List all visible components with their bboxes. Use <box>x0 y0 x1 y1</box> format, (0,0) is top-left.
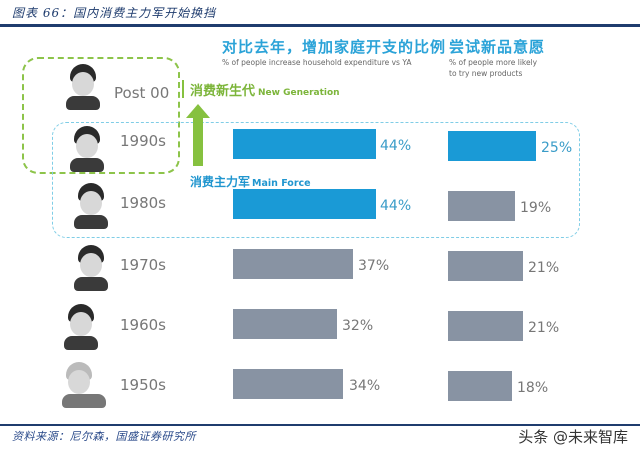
expenditure-value: 44% <box>380 138 412 154</box>
expenditure-bar-1980s <box>233 189 376 219</box>
arrow-up-icon <box>186 104 210 118</box>
avatar-1950s <box>62 362 106 408</box>
try-new-bar-1980s <box>448 191 515 221</box>
row-label: 1970s <box>120 256 166 274</box>
try-new-bar-1960s <box>448 311 523 341</box>
row-label: 1960s <box>120 316 166 334</box>
right-column-header: 尝试新品意愿 % of people more likely to try ne… <box>449 36 545 79</box>
source-note: 资料来源：尼尔森，国盛证券研究所 <box>12 430 196 443</box>
main-force-label: 消费主力军 Main Force <box>190 175 311 189</box>
row-label: 1980s <box>120 194 166 212</box>
expenditure-bar-1960s <box>233 309 337 339</box>
expenditure-bar-1950s <box>233 369 343 399</box>
try-new-value: 21% <box>528 260 560 276</box>
new-generation-label: 消费新生代 New Generation <box>190 84 340 99</box>
try-new-bar-1990s <box>448 131 536 161</box>
watermark: 头条 @未来智库 <box>518 428 628 446</box>
row-label: 1950s <box>120 376 166 394</box>
new-generation-box <box>22 57 180 174</box>
avatar-1990s <box>70 126 104 172</box>
figure-title: 图表 66：国内消费主力军开始换挡 <box>12 6 217 20</box>
right-column-subtitle-2: to try new products <box>449 69 523 78</box>
avatar-1980s <box>74 183 108 229</box>
left-column-header: 对比去年，增加家庭开支的比例 % of people increase hous… <box>222 36 446 68</box>
expenditure-bar-1990s <box>233 129 376 159</box>
try-new-bar-1970s <box>448 251 523 281</box>
expenditure-value: 44% <box>380 198 412 214</box>
try-new-value: 21% <box>528 320 560 336</box>
main-force-box <box>52 122 580 238</box>
right-column-subtitle-1: % of people more likely <box>449 58 538 67</box>
new-generation-marker <box>182 80 184 98</box>
footer-rule <box>0 424 640 426</box>
right-column-title: 尝试新品意愿 <box>449 38 546 56</box>
expenditure-value: 32% <box>342 318 374 334</box>
avatar-1970s <box>74 245 108 291</box>
try-new-value: 18% <box>517 380 549 396</box>
expenditure-value: 37% <box>358 258 390 274</box>
expenditure-value: 34% <box>349 378 381 394</box>
avatar-1960s <box>64 304 98 350</box>
avatar-post00 <box>66 64 100 110</box>
try-new-bar-1950s <box>448 371 512 401</box>
try-new-value: 25% <box>541 140 573 156</box>
expenditure-bar-1970s <box>233 249 353 279</box>
row-label: 1990s <box>120 132 166 150</box>
left-column-subtitle: % of people increase household expenditu… <box>222 58 412 67</box>
left-column-title: 对比去年，增加家庭开支的比例 <box>222 38 447 56</box>
title-rule <box>0 24 640 27</box>
try-new-value: 19% <box>520 200 552 216</box>
arrow-shaft <box>193 114 203 166</box>
row-label: Post 00 <box>114 84 170 102</box>
